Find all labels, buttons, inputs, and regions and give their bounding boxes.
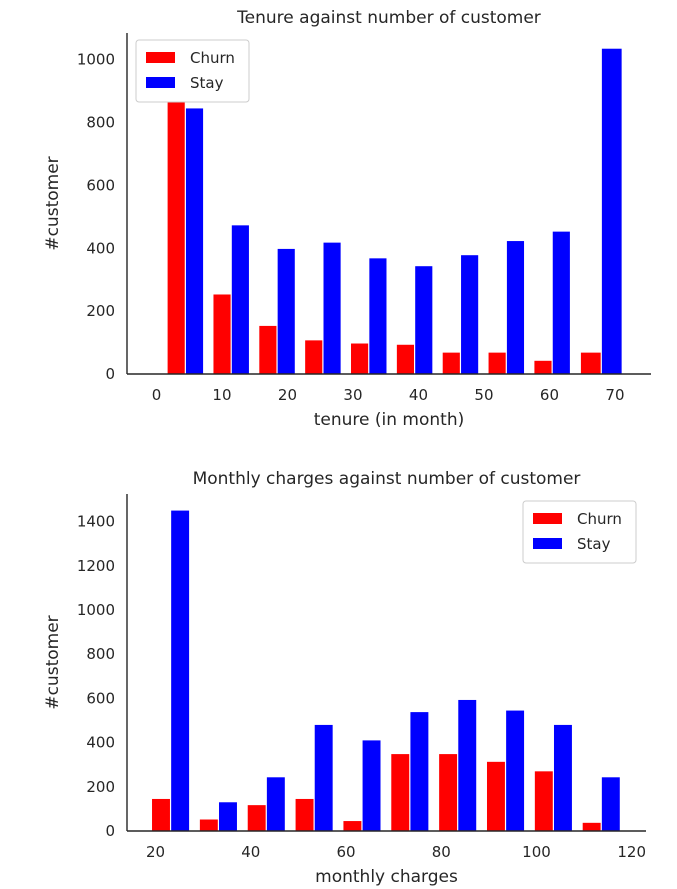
chart-title: Monthly charges against number of custom… [193,469,581,489]
bar-stay [369,258,387,374]
y-tick-label: 1000 [77,601,115,619]
legend: Churn Stay [135,39,250,103]
bar-stay [552,231,570,374]
y-tick-label: 200 [86,302,115,320]
x-tick-label: 10 [212,386,231,404]
chart-1: Tenure against number of customer 0 10 20 30… [43,8,651,430]
y-tick-label: 200 [86,778,115,796]
x-axis-label: tenure (in month) [314,410,465,430]
x-tick-label: 40 [409,386,428,404]
bar-stay [219,802,237,831]
legend-swatch-stay [533,538,562,549]
bar-churn [167,99,185,374]
y-axis-label: #customer [43,615,63,709]
bar-stay [601,777,620,831]
bar-churn [534,771,553,831]
bar-stay [231,225,249,374]
y-tick-label: 800 [86,114,115,132]
x-tick-label: 50 [474,386,493,404]
bar-churn [295,798,314,831]
bar-churn [582,822,601,831]
y-tick-label: 1000 [77,51,115,69]
y-tick-label: 400 [86,239,115,257]
bar-churn [580,352,601,374]
x-tick-label: 60 [336,843,355,861]
x-tick-label: 120 [617,843,646,861]
bar-stay [314,724,333,831]
y-tick-label: 0 [105,365,115,383]
legend-label-stay: Stay [577,535,611,553]
bar-churn [351,343,369,374]
x-tick-label: 80 [432,843,451,861]
bar-churn [396,344,414,374]
y-tick-label: 1200 [77,557,115,575]
bar-stay [553,724,572,831]
bar-stay [415,266,433,374]
bar-churn [534,360,552,374]
bar-churn [343,821,362,831]
bar-churn [247,805,266,831]
x-axis-label: monthly charges [315,867,458,887]
bar-churn [486,761,505,831]
bar-stay [506,241,525,374]
x-tick-label: 40 [241,843,260,861]
x-tick-label: 60 [540,386,559,404]
legend-swatch-churn [146,52,175,63]
legend-swatch-stay [146,77,175,88]
legend-label-churn: Churn [577,510,622,528]
x-tick-label: 20 [146,843,165,861]
legend-label-churn: Churn [190,49,235,67]
x-tick-label: 100 [522,843,551,861]
bar-stay [506,710,525,831]
y-tick-label: 0 [105,822,115,840]
chart-title: Tenure against number of customer [236,8,541,28]
bar-stay [323,242,341,374]
bar-churn [305,340,323,374]
bar-churn [259,325,277,374]
legend: Churn Stay [522,500,637,564]
legend-swatch-churn [533,513,562,524]
bar-stay [461,255,479,374]
y-tick-label: 600 [86,176,115,194]
y-tick-label: 600 [86,689,115,707]
bar-stay [277,248,295,374]
x-tick-label: 0 [152,386,162,404]
y-tick-label: 800 [86,645,115,663]
bar-churn [488,352,506,374]
x-tick-label: 70 [605,386,624,404]
x-tick-label: 20 [278,386,297,404]
bar-stay [362,740,381,831]
bar-stay [458,699,477,831]
bar-stay [266,777,285,831]
legend-label-stay: Stay [190,74,224,92]
bar-churn [439,754,458,831]
bar-churn [442,352,460,374]
bar-stay [185,108,204,374]
chart-2: Monthly charges against number of custom… [43,469,646,887]
y-axis-label: #customer [43,156,63,250]
bar-stay [601,48,622,374]
bar-churn [199,819,218,831]
bar-stay [410,712,429,831]
bar-churn [213,294,231,374]
y-tick-label: 400 [86,734,115,752]
y-tick-label: 1400 [77,513,115,531]
bar-stay [171,510,190,831]
bar-churn [152,798,170,831]
bar-churn [391,754,410,831]
x-tick-label: 30 [343,386,362,404]
